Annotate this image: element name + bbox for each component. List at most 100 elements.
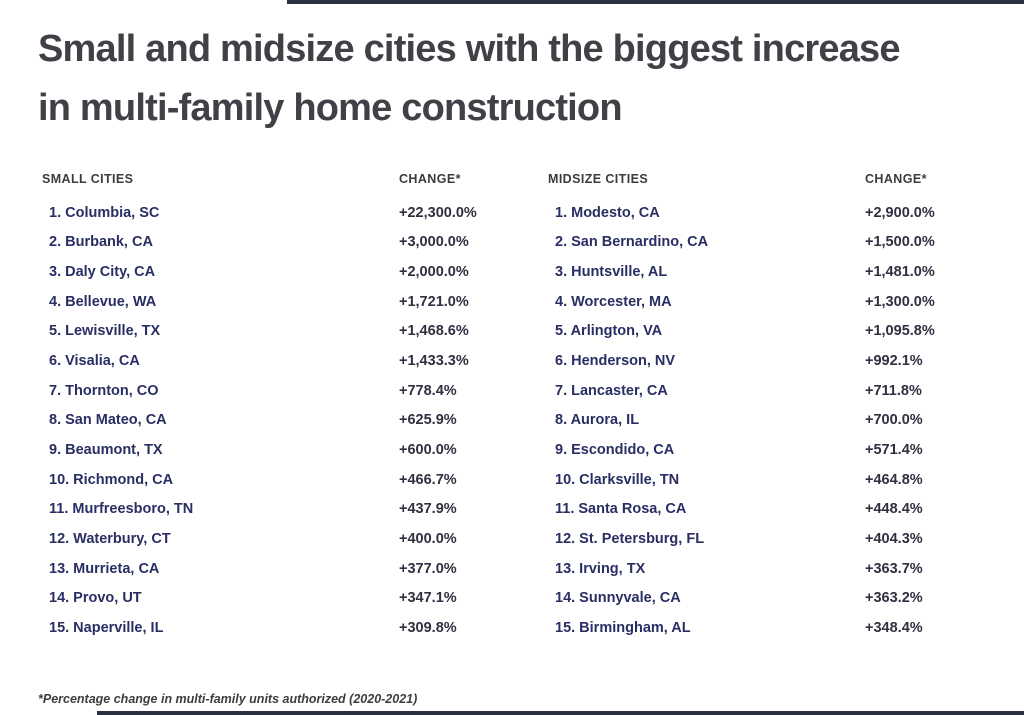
table-row: 13. Irving, TX +363.7% xyxy=(548,554,994,584)
table-row: 14. Provo, UT +347.1% xyxy=(42,583,504,613)
table-row: 15. Birmingham, AL +348.4% xyxy=(548,613,994,643)
change-cell: +600.0% xyxy=(399,441,457,458)
change-cell: +437.9% xyxy=(399,501,457,518)
change-cell: +466.7% xyxy=(399,471,457,488)
rank-city-cell: 5. Lewisville, TX xyxy=(49,323,161,340)
change-cell: +778.4% xyxy=(399,382,457,399)
rank-city-cell: 1. Modesto, CA xyxy=(555,204,660,221)
rank-city-cell: 11. Santa Rosa, CA xyxy=(555,501,687,518)
table-row: 4. Worcester, MA +1,300.0% xyxy=(548,287,994,317)
rank-city-cell: 15. Naperville, IL xyxy=(49,619,164,636)
change-cell: +1,500.0% xyxy=(865,234,935,251)
rank-city-cell: 8. San Mateo, CA xyxy=(49,412,167,429)
table-row: 5. Lewisville, TX +1,468.6% xyxy=(42,317,504,347)
rank-city-cell: 7. Thornton, CO xyxy=(49,382,159,399)
column-header-change-small: CHANGE* xyxy=(399,172,461,186)
change-cell: +404.3% xyxy=(865,530,923,547)
small-cities-header-row: SMALL CITIES CHANGE* xyxy=(42,171,504,187)
change-cell: +1,300.0% xyxy=(865,293,935,310)
rank-city-cell: 14. Provo, UT xyxy=(49,590,142,607)
bottom-edge-artifact xyxy=(97,711,1024,715)
page-title: Small and midsize cities with the bigges… xyxy=(38,20,901,138)
change-cell: +1,095.8% xyxy=(865,323,935,340)
top-edge-artifact xyxy=(287,0,1024,4)
rank-city-cell: 10. Clarksville, TN xyxy=(555,471,680,488)
table-row: 15. Naperville, IL +309.8% xyxy=(42,613,504,643)
change-cell: +992.1% xyxy=(865,353,923,370)
table-row: 2. San Bernardino, CA +1,500.0% xyxy=(548,228,994,258)
rank-city-cell: 9. Escondido, CA xyxy=(555,441,675,458)
change-cell: +448.4% xyxy=(865,501,923,518)
rank-city-cell: 2. San Bernardino, CA xyxy=(555,234,709,251)
rank-city-cell: 13. Murrieta, CA xyxy=(49,560,160,577)
footnote: *Percentage change in multi-family units… xyxy=(38,692,418,706)
rank-city-cell: 12. Waterbury, CT xyxy=(49,530,171,547)
rank-city-cell: 7. Lancaster, CA xyxy=(555,382,668,399)
table-row: 10. Clarksville, TN +464.8% xyxy=(548,465,994,495)
table-row: 14. Sunnyvale, CA +363.2% xyxy=(548,583,994,613)
table-row: 2. Burbank, CA +3,000.0% xyxy=(42,228,504,258)
rank-city-cell: 13. Irving, TX xyxy=(555,560,646,577)
table-row: 12. Waterbury, CT +400.0% xyxy=(42,524,504,554)
table-row: 5. Arlington, VA +1,095.8% xyxy=(548,317,994,347)
table-row: 11. Murfreesboro, TN +437.9% xyxy=(42,494,504,524)
small-cities-table: SMALL CITIES CHANGE* 1. Columbia, SC +22… xyxy=(42,171,504,643)
rank-city-cell: 4. Worcester, MA xyxy=(555,293,672,310)
rank-city-cell: 12. St. Petersburg, FL xyxy=(555,530,705,547)
change-cell: +2,900.0% xyxy=(865,204,935,221)
change-cell: +22,300.0% xyxy=(399,204,477,221)
change-cell: +347.1% xyxy=(399,590,457,607)
rank-city-cell: 14. Sunnyvale, CA xyxy=(555,590,681,607)
change-cell: +377.0% xyxy=(399,560,457,577)
change-cell: +700.0% xyxy=(865,412,923,429)
change-cell: +1,468.6% xyxy=(399,323,469,340)
change-cell: +363.7% xyxy=(865,560,923,577)
table-row: 10. Richmond, CA +466.7% xyxy=(42,465,504,495)
change-cell: +464.8% xyxy=(865,471,923,488)
change-cell: +363.2% xyxy=(865,590,923,607)
change-cell: +348.4% xyxy=(865,619,923,636)
table-row: 12. St. Petersburg, FL +404.3% xyxy=(548,524,994,554)
table-row: 8. San Mateo, CA +625.9% xyxy=(42,405,504,435)
column-header-small-cities: SMALL CITIES xyxy=(42,172,134,186)
table-row: 4. Bellevue, WA +1,721.0% xyxy=(42,287,504,317)
midsize-cities-table: MIDSIZE CITIES CHANGE* 1. Modesto, CA +2… xyxy=(548,171,994,643)
rank-city-cell: 5. Arlington, VA xyxy=(555,323,663,340)
rank-city-cell: 3. Daly City, CA xyxy=(49,264,156,281)
table-row: 7. Lancaster, CA +711.8% xyxy=(548,376,994,406)
change-cell: +400.0% xyxy=(399,530,457,547)
midsize-cities-header-row: MIDSIZE CITIES CHANGE* xyxy=(548,171,994,187)
table-row: 9. Escondido, CA +571.4% xyxy=(548,435,994,465)
table-row: 9. Beaumont, TX +600.0% xyxy=(42,435,504,465)
table-row: 3. Daly City, CA +2,000.0% xyxy=(42,257,504,287)
change-cell: +571.4% xyxy=(865,441,923,458)
rank-city-cell: 9. Beaumont, TX xyxy=(49,441,163,458)
change-cell: +2,000.0% xyxy=(399,264,469,281)
change-cell: +625.9% xyxy=(399,412,457,429)
table-row: 11. Santa Rosa, CA +448.4% xyxy=(548,494,994,524)
table-row: 7. Thornton, CO +778.4% xyxy=(42,376,504,406)
page-title-line-2: in multi-family home construction xyxy=(38,87,623,129)
rank-city-cell: 15. Birmingham, AL xyxy=(555,619,691,636)
column-header-midsize-cities: MIDSIZE CITIES xyxy=(548,172,649,186)
rank-city-cell: 10. Richmond, CA xyxy=(49,471,174,488)
table-row: 13. Murrieta, CA +377.0% xyxy=(42,554,504,584)
table-row: 6. Henderson, NV +992.1% xyxy=(548,346,994,376)
change-cell: +1,481.0% xyxy=(865,264,935,281)
table-row: 1. Modesto, CA +2,900.0% xyxy=(548,198,994,228)
rank-city-cell: 6. Henderson, NV xyxy=(555,353,676,370)
rank-city-cell: 4. Bellevue, WA xyxy=(49,293,157,310)
table-row: 8. Aurora, IL +700.0% xyxy=(548,405,994,435)
rank-city-cell: 1. Columbia, SC xyxy=(49,204,160,221)
rank-city-cell: 8. Aurora, IL xyxy=(555,412,640,429)
change-cell: +1,433.3% xyxy=(399,353,469,370)
change-cell: +711.8% xyxy=(865,382,922,399)
rank-city-cell: 2. Burbank, CA xyxy=(49,234,153,251)
column-header-change-midsize: CHANGE* xyxy=(865,172,927,186)
table-row: 3. Huntsville, AL +1,481.0% xyxy=(548,257,994,287)
rank-city-cell: 11. Murfreesboro, TN xyxy=(49,501,194,518)
change-cell: +1,721.0% xyxy=(399,293,469,310)
change-cell: +309.8% xyxy=(399,619,457,636)
page-title-line-1: Small and midsize cities with the bigges… xyxy=(38,28,901,70)
rank-city-cell: 3. Huntsville, AL xyxy=(555,264,668,281)
